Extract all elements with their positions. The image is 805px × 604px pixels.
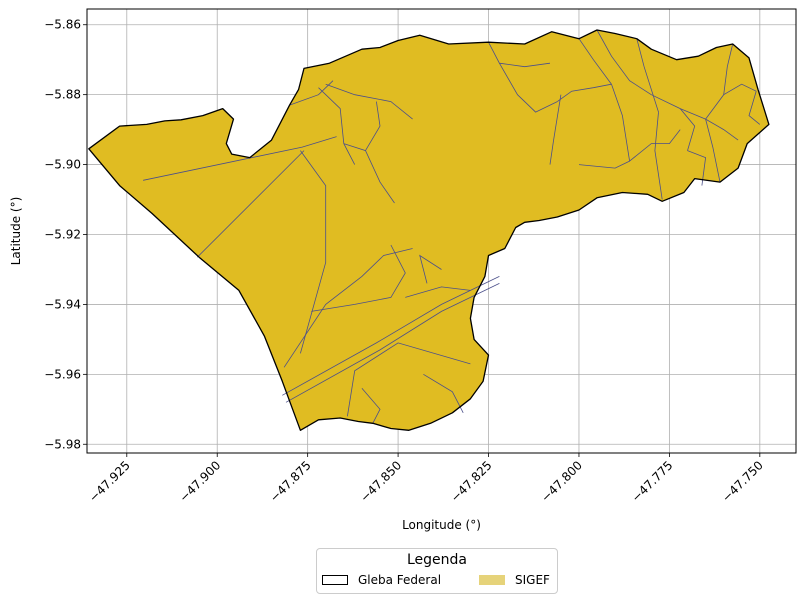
legend-label-sigef: SIGEF — [515, 573, 550, 587]
parcel-boundary-14 — [343, 143, 395, 204]
parcel-boundary-26 — [705, 83, 757, 120]
legend: Legenda Gleba Federal SIGEF — [316, 548, 558, 594]
gleba-federal-outline — [88, 29, 770, 431]
y-tick-label-3: −5.92 — [44, 227, 81, 241]
parcel-boundary-0 — [143, 136, 337, 181]
map-polygons — [88, 29, 770, 431]
parcel-boundary-33 — [361, 388, 381, 424]
x-axis-label: Longitude (°) — [402, 518, 481, 532]
parcel-boundary-20 — [596, 29, 652, 96]
x-tick-label-6: −47.775 — [629, 458, 676, 505]
y-tick-label-2: −5.90 — [44, 158, 81, 172]
parcel-boundary-13 — [318, 87, 356, 165]
x-tick-label-3: −47.850 — [358, 458, 405, 505]
legend-label-gleba: Gleba Federal — [358, 573, 442, 587]
parcel-boundary-18 — [557, 83, 612, 102]
y-axis-label: Latitude (°) — [9, 197, 23, 266]
y-axis-ticks: −5.86 −5.88 −5.90 −5.92 −5.94 −5.96 −5.98 — [44, 18, 87, 451]
legend-title: Legenda — [406, 552, 467, 568]
parcel-boundary-9 — [405, 286, 471, 298]
parcel-boundary-29 — [687, 150, 707, 186]
parcel-boundary-19 — [578, 38, 612, 85]
y-tick-label-5: −5.96 — [44, 367, 81, 381]
x-tick-label-1: −47.900 — [177, 458, 224, 505]
parcel-boundary-4 — [311, 244, 406, 312]
x-tick-label-7: −47.750 — [719, 458, 766, 505]
parcel-boundary-27 — [723, 43, 734, 95]
parcel-boundary-23 — [651, 94, 696, 151]
parcel-boundary-15 — [365, 101, 381, 151]
y-tick-label-6: −5.98 — [44, 437, 81, 451]
parcel-boundary-7 — [347, 342, 471, 417]
x-tick-label-0: −47.925 — [86, 458, 133, 505]
parcel-boundary-24 — [680, 108, 739, 141]
x-tick-label-5: −47.800 — [538, 458, 585, 505]
x-tick-label-2: −47.875 — [267, 458, 314, 505]
parcel-boundary-28 — [748, 91, 761, 125]
x-axis-ticks: −47.925 −47.900 −47.875 −47.850 −47.825 −47.8… — [86, 453, 766, 505]
parcel-boundary-12 — [325, 83, 413, 120]
parcel-boundary-32 — [549, 94, 562, 165]
legend-entry-sigef: SIGEF — [479, 573, 550, 587]
y-tick-label-0: −5.86 — [44, 18, 81, 32]
legend-swatch-gleba — [322, 575, 348, 585]
x-tick-label-4: −47.825 — [448, 458, 495, 505]
parcel-boundary-3 — [283, 248, 413, 368]
parcel-boundary-10 — [419, 254, 442, 284]
parcel-boundary-30 — [654, 112, 663, 200]
parcel-boundary-17 — [499, 63, 558, 113]
parcel-boundary-25 — [705, 119, 721, 183]
parcel-boundary-5 — [282, 276, 500, 396]
plot-frame — [86, 8, 797, 454]
y-tick-label-4: −5.94 — [44, 297, 81, 311]
parcel-boundary-31 — [636, 38, 659, 113]
legend-swatch-sigef — [479, 575, 505, 585]
parcel-boundary-1 — [197, 150, 305, 258]
parcel-boundary-22 — [629, 129, 681, 162]
y-tick-label-1: −5.88 — [44, 88, 81, 102]
legend-entry-gleba: Gleba Federal — [322, 573, 441, 587]
parcel-boundary-2 — [300, 150, 327, 354]
parcel-boundary-8 — [423, 373, 464, 413]
sigef-area — [88, 30, 769, 431]
parcel-boundary-6 — [285, 283, 500, 403]
parcel-boundary-16 — [488, 42, 551, 68]
